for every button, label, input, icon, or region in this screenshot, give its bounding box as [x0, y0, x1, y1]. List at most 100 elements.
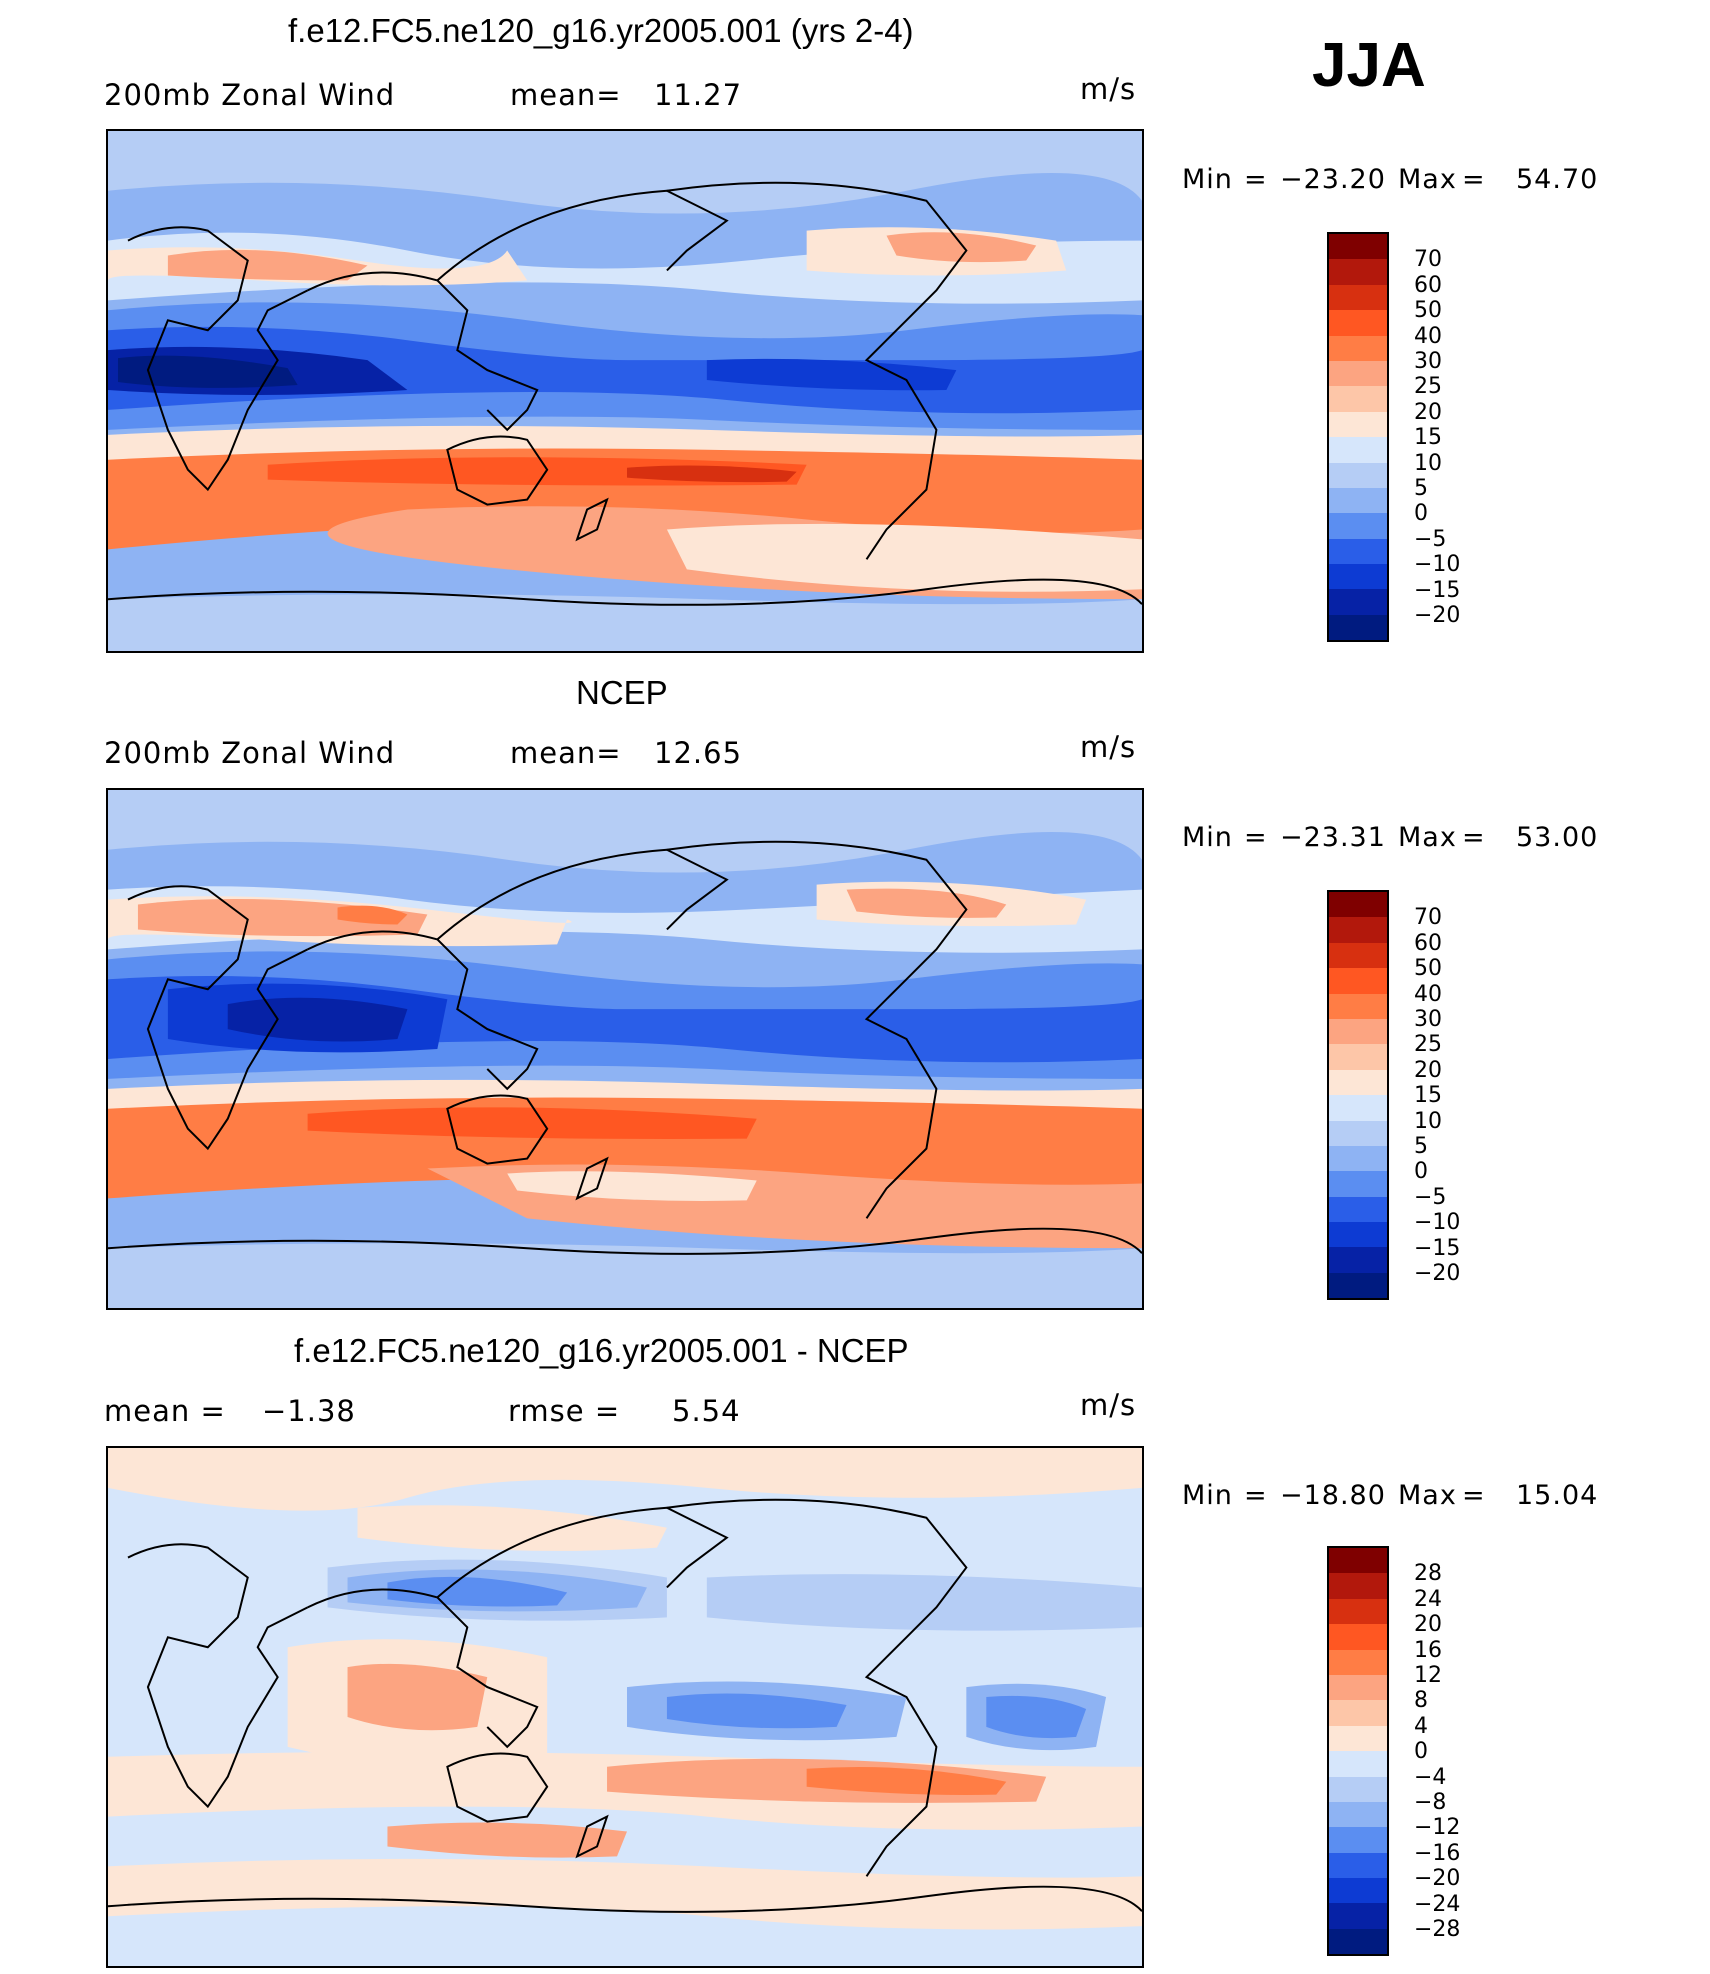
colorbar-1-tick-label: 25 [1414, 374, 1442, 400]
colorbar-2-swatch [1329, 1171, 1387, 1197]
colorbar-1-swatch [1329, 386, 1387, 412]
panel-3-max-eq: = [1462, 1480, 1486, 1511]
colorbar-2-tick-label: 5 [1414, 1134, 1428, 1159]
colorbar-2-swatch [1329, 892, 1387, 918]
colorbar-1-tick-label: −20 [1414, 603, 1461, 628]
panel-1-colorbar-box [1327, 232, 1389, 643]
colorbar-3-swatch [1329, 1548, 1387, 1574]
colorbar-1-swatch [1329, 234, 1387, 260]
panel-2-min-value: −23.31 [1280, 822, 1386, 853]
colorbar-2-tick-label: −15 [1414, 1235, 1461, 1261]
panel-2-mean-label: mean= [510, 736, 622, 770]
colorbar-2-tick-label: 0 [1414, 1159, 1428, 1185]
panel-2-variable-label: 200mb Zonal Wind [104, 736, 396, 770]
colorbar-2-swatch [1329, 1196, 1387, 1223]
colorbar-1-tick-label: 20 [1414, 399, 1442, 425]
colorbar-3-tick-label: −8 [1414, 1790, 1447, 1815]
colorbar-2-tick-label: 70 [1414, 905, 1442, 931]
colorbar-3-swatch [1329, 1674, 1387, 1701]
panel-2-colorbar-box [1327, 890, 1389, 1301]
colorbar-2-swatch [1329, 1095, 1387, 1121]
colorbar-2-swatch [1329, 1044, 1387, 1070]
colorbar-3-tick-label: 8 [1414, 1688, 1428, 1714]
colorbar-2-tick-label: −20 [1414, 1261, 1461, 1286]
colorbar-2-swatch [1329, 917, 1387, 943]
panel-3-rmse-value: 5.54 [672, 1394, 741, 1428]
colorbar-3-tick-label: −24 [1414, 1891, 1461, 1917]
panel-2-units: m/s [1080, 730, 1137, 764]
colorbar-2-tick-label: 20 [1414, 1057, 1442, 1083]
colorbar-1-tick-label: 70 [1414, 247, 1442, 273]
colorbar-3-swatch [1329, 1573, 1387, 1599]
colorbar-2-swatch [1329, 1018, 1387, 1045]
colorbar-1-tick-label: 10 [1414, 450, 1442, 476]
panel-3-min-value: −18.80 [1280, 1480, 1386, 1511]
colorbar-3-swatch [1329, 1827, 1387, 1853]
colorbar-3-swatch [1329, 1598, 1387, 1625]
colorbar-3-swatch [1329, 1928, 1387, 1955]
panel-2-max-value: 53.00 [1516, 822, 1599, 853]
panel-2-mean-value: 12.65 [654, 736, 743, 770]
colorbar-3-tick-label: 28 [1414, 1561, 1442, 1587]
colorbar-3-swatch [1329, 1878, 1387, 1904]
panel-1-title: f.e12.FC5.ne120_g16.yr2005.001 (yrs 2-4) [288, 12, 914, 49]
colorbar-2-swatch [1329, 968, 1387, 994]
panel-3-mean-label: mean = [104, 1394, 226, 1428]
colorbar-3-swatch [1329, 1624, 1387, 1650]
panel-1-map [106, 129, 1144, 653]
colorbar-2-tick-label: 10 [1414, 1108, 1442, 1134]
colorbar-3-tick-label: 0 [1414, 1739, 1428, 1765]
colorbar-3-swatch [1329, 1700, 1387, 1726]
colorbar-2-tick-label: −5 [1414, 1184, 1447, 1210]
panel-1-min-label: Min [1182, 164, 1233, 195]
panel-1-max-eq: = [1462, 164, 1486, 195]
panel-3-title: f.e12.FC5.ne120_g16.yr2005.001 - NCEP [294, 1332, 909, 1369]
colorbar-3-swatch [1329, 1903, 1387, 1929]
colorbar-1-tick-label: 0 [1414, 501, 1428, 527]
panel-1-min-eq: = [1244, 164, 1268, 195]
colorbar-3-tick-label: 4 [1414, 1713, 1428, 1739]
colorbar-3-swatch [1329, 1801, 1387, 1828]
colorbar-1-tick-label: −15 [1414, 577, 1461, 603]
colorbar-2-swatch [1329, 1120, 1387, 1146]
colorbar-3-swatch [1329, 1751, 1387, 1777]
colorbar-1-swatch [1329, 487, 1387, 514]
panel-1-max-value: 54.70 [1516, 164, 1599, 195]
colorbar-2-tick-label: 50 [1414, 956, 1442, 982]
panel-1-variable-label: 200mb Zonal Wind [104, 78, 396, 112]
colorbar-1-tick-label: −10 [1414, 552, 1461, 578]
colorbar-3-tick-label: 16 [1414, 1637, 1442, 1663]
colorbar-1-swatch [1329, 589, 1387, 615]
panel-1-colorbar [1327, 232, 1389, 643]
panel-2-max-label: Max [1398, 822, 1457, 853]
colorbar-3-tick-label: −28 [1414, 1917, 1461, 1942]
panel-1-units: m/s [1080, 72, 1137, 106]
panel-1-max-label: Max [1398, 164, 1457, 195]
colorbar-1-tick-label: 15 [1414, 425, 1442, 451]
colorbar-2-swatch [1329, 1145, 1387, 1172]
panel-3-mean-value: −1.38 [262, 1394, 356, 1428]
panel-1-min-value: −23.20 [1280, 164, 1386, 195]
panel-2-min-eq: = [1244, 822, 1268, 853]
colorbar-2-swatch [1329, 993, 1387, 1019]
panel-2-map [106, 788, 1144, 1310]
colorbar-3-tick-label: −4 [1414, 1764, 1447, 1790]
panel-3-colorbar-box [1327, 1546, 1389, 1957]
panel-3-min-eq: = [1244, 1480, 1268, 1511]
colorbar-1-swatch [1329, 437, 1387, 463]
colorbar-3-tick-label: 12 [1414, 1663, 1442, 1688]
colorbar-1-swatch [1329, 335, 1387, 361]
panel-3-units: m/s [1080, 1388, 1137, 1422]
panel-3-colorbar [1327, 1546, 1389, 1957]
colorbar-2-tick-label: 30 [1414, 1007, 1442, 1032]
colorbar-1-tick-label: −5 [1414, 526, 1447, 552]
panel-2-colorbar [1327, 890, 1389, 1301]
panel-3-min-label: Min [1182, 1480, 1233, 1511]
colorbar-1-swatch [1329, 538, 1387, 565]
colorbar-3-swatch [1329, 1649, 1387, 1675]
panel-2-min-label: Min [1182, 822, 1233, 853]
colorbar-1-tick-label: 50 [1414, 298, 1442, 324]
colorbar-1-swatch [1329, 614, 1387, 641]
panel-1-mean-label: mean= [510, 78, 622, 112]
colorbar-1-swatch [1329, 411, 1387, 438]
